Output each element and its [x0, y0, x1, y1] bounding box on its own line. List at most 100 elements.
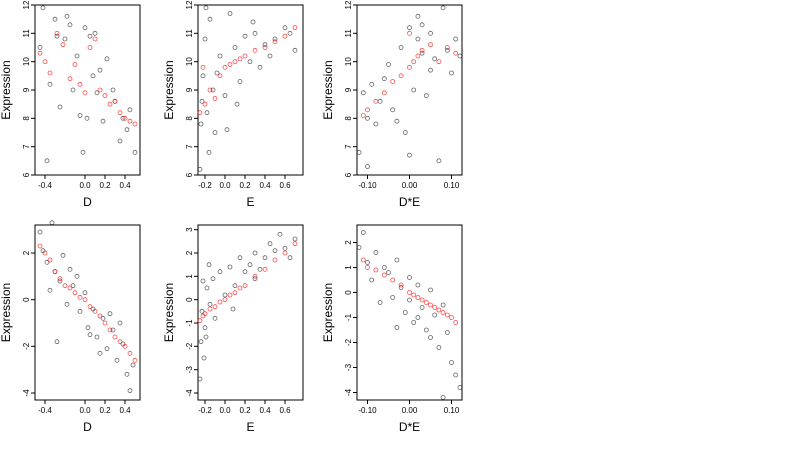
fitted-point — [207, 306, 213, 312]
y-tick-label: 1 — [185, 274, 194, 279]
fitted-point — [237, 56, 243, 62]
fitted-point — [365, 265, 370, 270]
plot-frame — [197, 4, 304, 176]
observed-point — [40, 5, 46, 11]
observed-point — [402, 310, 408, 315]
observed-point — [204, 285, 210, 291]
y-tick-label: 2 — [185, 250, 194, 255]
observed-point — [390, 295, 396, 300]
fitted-point — [92, 308, 98, 314]
fitted-point — [87, 304, 93, 310]
fitted-point — [37, 243, 43, 249]
observed-point — [87, 33, 93, 39]
observed-point — [217, 53, 223, 59]
y-tick-label: 6 — [22, 172, 31, 177]
observed-point — [70, 87, 76, 93]
fitted-point — [419, 47, 425, 53]
x-tick-label: 0.2 — [239, 406, 251, 415]
observed-point — [127, 388, 133, 394]
observed-point — [262, 42, 268, 48]
observed-point — [373, 121, 379, 127]
observed-point — [436, 345, 442, 350]
y-tick-label: 7 — [185, 144, 194, 149]
y-tick-label: 7 — [22, 144, 31, 149]
observed-point — [117, 320, 123, 326]
fitted-point — [373, 98, 379, 104]
observed-point — [212, 315, 218, 321]
observed-point — [206, 149, 212, 155]
observed-point — [64, 13, 70, 19]
plot-frame — [34, 224, 141, 401]
fitted-point — [212, 304, 218, 310]
y-tick-label: -4 — [22, 389, 31, 397]
y-tick-label: 6 — [344, 172, 353, 177]
x-tick-label: 0.4 — [119, 181, 131, 190]
observed-point — [394, 325, 400, 330]
observed-point — [432, 312, 438, 318]
x-tick-label: -0.4 — [38, 406, 52, 415]
x-tick-label: 0.2 — [99, 406, 111, 415]
fitted-point — [37, 50, 43, 56]
observed-point — [267, 53, 273, 59]
y-tick-label: 10 — [22, 57, 31, 66]
fitted-point — [428, 302, 433, 308]
observed-point — [267, 241, 273, 247]
y-tick-label: 10 — [185, 57, 194, 66]
observed-point — [49, 220, 55, 226]
observed-point — [369, 81, 375, 87]
fitted-point — [107, 327, 113, 333]
fitted-point — [217, 299, 223, 305]
observed-point — [52, 16, 58, 22]
fitted-point — [390, 277, 396, 283]
y-tick-label: 0 — [185, 297, 194, 302]
y-tick-label: 10 — [344, 57, 353, 66]
fitted-point — [102, 93, 108, 99]
observed-point — [37, 229, 43, 235]
y-tick-label: 11 — [344, 29, 353, 38]
observed-point — [282, 245, 288, 251]
observed-point — [365, 260, 370, 265]
observed-point — [97, 350, 103, 356]
observed-point — [247, 59, 253, 65]
y-tick-label: -2 — [22, 342, 31, 350]
y-tick-label: -4 — [185, 389, 194, 397]
y-tick-label: 8 — [22, 116, 31, 121]
fitted-point — [117, 339, 123, 345]
observed-point — [292, 236, 298, 242]
observed-point — [200, 73, 206, 79]
observed-point — [197, 376, 203, 382]
observed-point — [415, 315, 421, 320]
fitted-point — [132, 121, 138, 127]
fitted-point — [67, 76, 73, 82]
observed-point — [94, 334, 100, 340]
fitted-point — [381, 90, 387, 96]
fitted-point — [107, 101, 113, 107]
observed-point — [110, 87, 116, 93]
observed-point — [201, 355, 207, 361]
observed-point — [67, 266, 73, 272]
fitted-point — [252, 273, 258, 279]
observed-point — [377, 300, 383, 305]
observed-point — [386, 270, 391, 275]
observed-point — [82, 25, 88, 31]
observed-point — [449, 70, 454, 76]
fitted-point — [52, 269, 58, 275]
fitted-point — [222, 64, 228, 70]
fitted-point — [440, 310, 446, 315]
observed-point — [44, 158, 50, 164]
observed-point — [360, 230, 366, 235]
observed-point — [77, 308, 83, 314]
observed-point — [419, 22, 425, 28]
scatter-panel-1: -0.4 0.0 0.2 0.4 6 7 8 9 10 11 12 D Expression — [0, 0, 141, 209]
observed-point — [428, 67, 433, 73]
observed-point — [444, 47, 450, 53]
observed-point — [415, 13, 421, 19]
fitted-point — [242, 283, 248, 289]
fitted-point — [67, 285, 73, 291]
fitted-point — [282, 33, 288, 39]
observed-point — [457, 385, 463, 390]
observed-point — [210, 87, 216, 93]
observed-point — [214, 70, 220, 76]
observed-point — [428, 30, 433, 36]
fitted-point — [47, 70, 53, 76]
